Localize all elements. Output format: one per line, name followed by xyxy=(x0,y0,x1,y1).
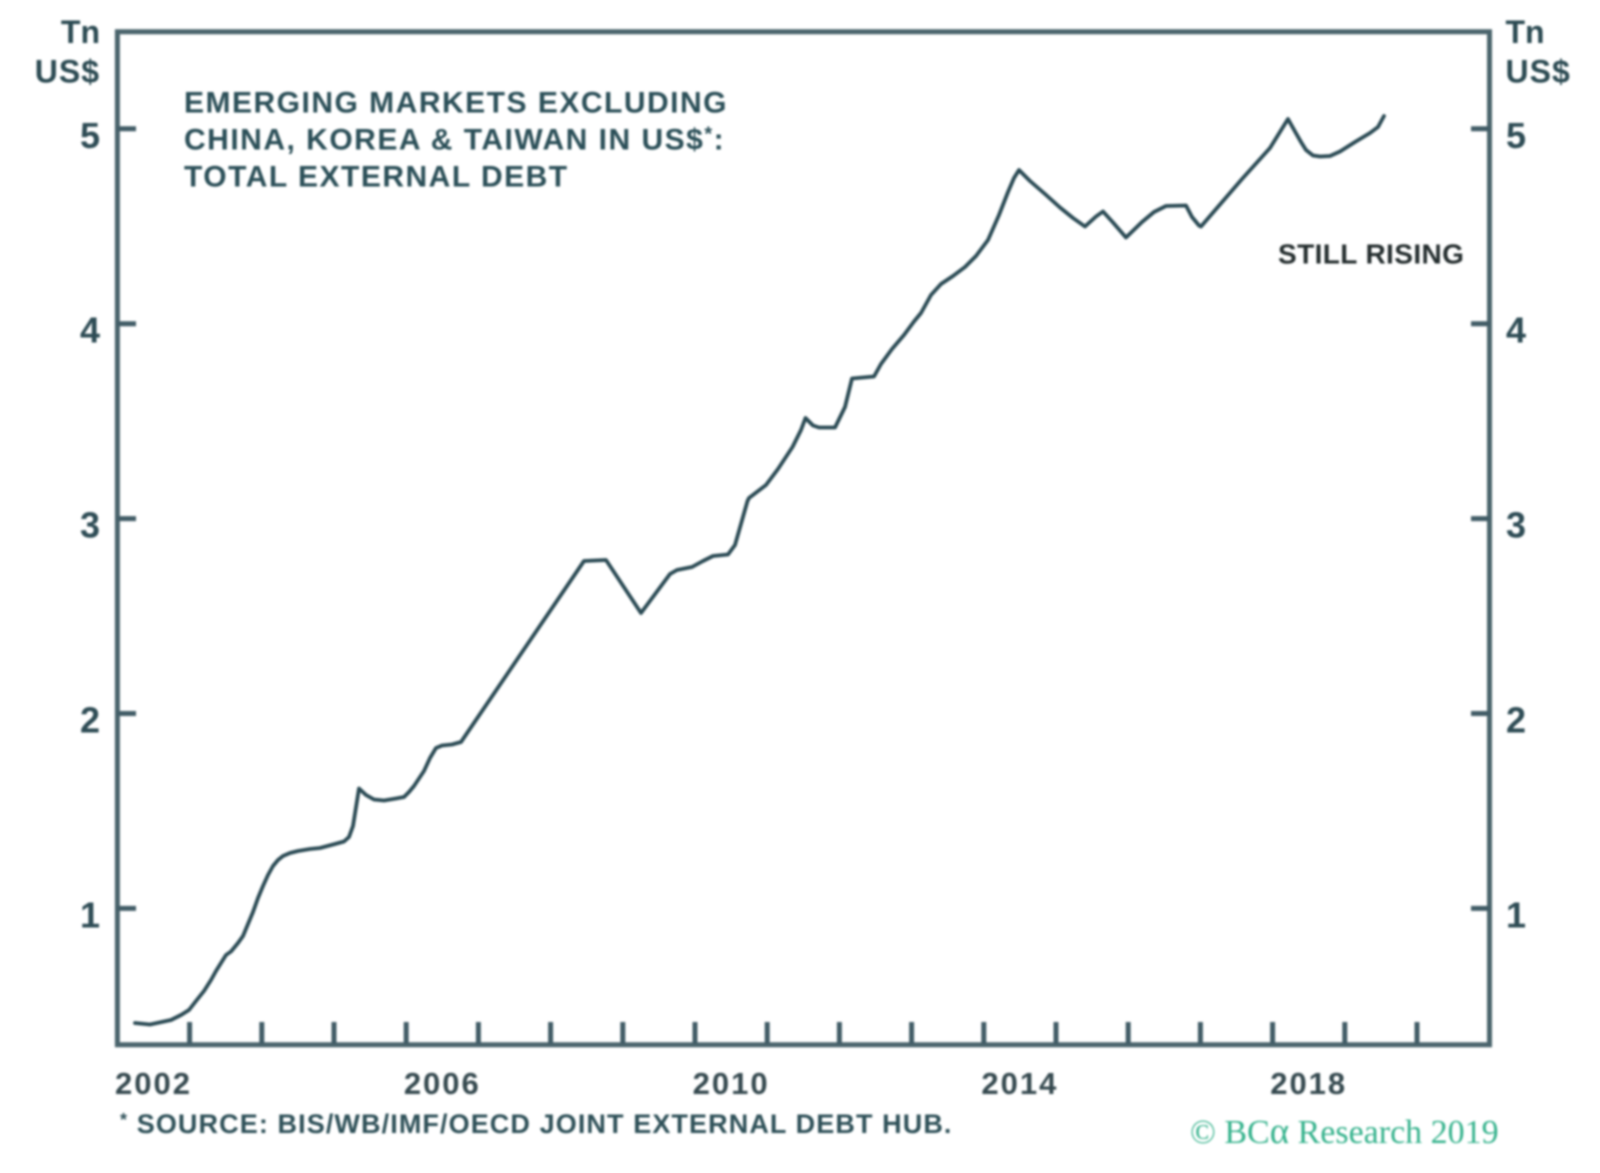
svg-text:2: 2 xyxy=(1506,700,1526,741)
svg-text:© BCα Research 2019: © BCα Research 2019 xyxy=(1190,1111,1499,1152)
svg-text:US$: US$ xyxy=(35,54,100,90)
svg-text:2018: 2018 xyxy=(1270,1066,1347,1101)
svg-text:US$: US$ xyxy=(1506,54,1571,90)
svg-text:2006: 2006 xyxy=(404,1066,481,1101)
svg-text:1: 1 xyxy=(80,894,100,935)
svg-text:3: 3 xyxy=(80,505,100,546)
svg-text:Tn: Tn xyxy=(1506,14,1545,50)
svg-text:5: 5 xyxy=(80,115,100,156)
svg-text:3: 3 xyxy=(1506,505,1526,546)
svg-text:4: 4 xyxy=(80,310,100,351)
svg-text:2010: 2010 xyxy=(693,1066,770,1101)
svg-text:1: 1 xyxy=(1506,894,1526,935)
svg-text:CHINA, KOREA & TAIWAN IN US$*:: CHINA, KOREA & TAIWAN IN US$*: xyxy=(184,124,725,157)
svg-text:2014: 2014 xyxy=(981,1066,1058,1101)
svg-text:TOTAL EXTERNAL DEBT: TOTAL EXTERNAL DEBT xyxy=(184,161,569,194)
svg-text:2: 2 xyxy=(80,700,100,741)
svg-text:4: 4 xyxy=(1506,310,1526,351)
svg-text:* SOURCE: BIS/WB/IMF/OECD JOIN: * SOURCE: BIS/WB/IMF/OECD JOINT EXTERNAL… xyxy=(120,1109,953,1139)
svg-text:Tn: Tn xyxy=(61,14,100,50)
svg-text:EMERGING MARKETS EXCLUDING: EMERGING MARKETS EXCLUDING xyxy=(184,87,728,120)
svg-text:5: 5 xyxy=(1506,115,1526,156)
svg-text:2002: 2002 xyxy=(115,1066,192,1101)
svg-text:STILL RISING: STILL RISING xyxy=(1278,239,1464,270)
